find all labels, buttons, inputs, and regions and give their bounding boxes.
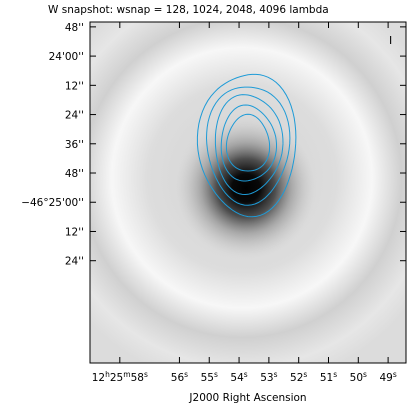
x-tick-label: 50s — [350, 370, 367, 384]
contour-level-4 — [205, 86, 291, 206]
x-tick-label: 49s — [379, 370, 396, 384]
x-tick-label: 12h25m58s — [92, 370, 148, 384]
x-tick-label: 56s — [171, 370, 188, 384]
contour-level-2 — [220, 104, 277, 182]
x-axis-ticks: 12h25m58s 56s 55s 54s 53s 52s 51s 50s 49s — [92, 22, 397, 384]
y-tick-label: 48'' — [65, 168, 84, 180]
y-tick-label: 36'' — [65, 139, 84, 151]
y-tick-label: 12'' — [65, 226, 84, 238]
plot-frame — [89, 21, 407, 364]
contour-level-5 — [196, 73, 297, 218]
contour-level-3 — [214, 94, 284, 196]
x-tick-label: 53s — [260, 370, 277, 384]
contour-level-1 — [225, 113, 271, 172]
stokes-label: I — [389, 34, 392, 47]
x-tick-label: 51s — [320, 370, 337, 384]
contour-lines — [196, 73, 297, 218]
bright-source — [90, 22, 406, 363]
x-tick-label: 52s — [290, 370, 307, 384]
y-tick-label: 12'' — [65, 80, 84, 92]
x-axis-label: J2000 Right Ascension — [188, 392, 306, 404]
y-axis-ticks: 48'' 24'00'' 12'' 24'' 36'' 48'' −46°25'00'' 12… — [21, 22, 406, 268]
y-tick-label: 48'' — [65, 22, 84, 34]
y-tick-label: 24'00'' — [49, 51, 84, 63]
x-tick-label: 55s — [201, 370, 218, 384]
greyscale-image — [90, 22, 406, 363]
y-tick-label: 24'' — [65, 110, 84, 122]
x-tick-label: 54s — [230, 370, 247, 384]
y-tick-label: −46°25'00'' — [21, 197, 84, 209]
chart-title: W snapshot: wsnap = 128, 1024, 2048, 409… — [48, 4, 329, 16]
y-tick-label: 24'' — [65, 256, 84, 268]
